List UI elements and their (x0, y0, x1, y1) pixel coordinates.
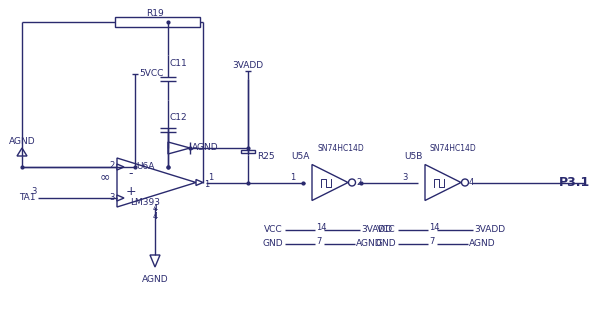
Text: 14: 14 (429, 223, 440, 231)
Polygon shape (150, 255, 160, 267)
Text: 3: 3 (32, 187, 37, 196)
Bar (115, 17, 200, 27)
Polygon shape (196, 180, 203, 186)
Polygon shape (117, 158, 196, 207)
Text: 3VADD: 3VADD (232, 61, 264, 69)
Text: AGND: AGND (192, 143, 219, 153)
Text: +: + (126, 185, 137, 198)
Text: 4: 4 (152, 204, 158, 213)
Text: C11: C11 (170, 58, 187, 68)
Text: VCC: VCC (264, 225, 283, 235)
Text: 14: 14 (316, 223, 326, 231)
Text: 1: 1 (208, 173, 213, 182)
Text: TA1: TA1 (20, 193, 36, 203)
Bar (241, 150, 255, 153)
Text: 3VADD: 3VADD (474, 225, 505, 235)
Text: C12: C12 (170, 113, 187, 122)
Text: ∞: ∞ (100, 171, 110, 183)
Text: GND: GND (376, 240, 396, 248)
Polygon shape (17, 148, 27, 156)
Text: SN74HC14D: SN74HC14D (430, 144, 477, 153)
Text: 7: 7 (429, 236, 434, 246)
Circle shape (461, 179, 468, 186)
Polygon shape (312, 165, 348, 201)
Text: AGND: AGND (469, 240, 495, 248)
Text: 3: 3 (110, 192, 115, 202)
Text: 4: 4 (469, 178, 474, 187)
Text: VCC: VCC (377, 225, 396, 235)
Polygon shape (117, 164, 124, 170)
Text: 7: 7 (316, 236, 322, 246)
Text: U5B: U5B (405, 152, 423, 161)
Text: SN74HC14D: SN74HC14D (317, 144, 364, 153)
Text: AGND: AGND (356, 240, 383, 248)
Polygon shape (168, 142, 190, 154)
Circle shape (349, 179, 355, 186)
Text: -: - (129, 167, 133, 180)
Text: LM393: LM393 (130, 198, 160, 207)
Text: 3: 3 (403, 173, 408, 182)
Text: 3VADD: 3VADD (361, 225, 392, 235)
Text: 1: 1 (290, 173, 295, 182)
Text: P3.1: P3.1 (559, 176, 590, 189)
Text: R25: R25 (257, 152, 274, 161)
Text: AGND: AGND (142, 275, 168, 284)
Text: U6A: U6A (136, 162, 154, 171)
Text: AGND: AGND (9, 138, 35, 147)
Text: U5A: U5A (292, 152, 310, 161)
Polygon shape (425, 165, 461, 201)
Text: 5VCC: 5VCC (139, 69, 164, 78)
Text: 2: 2 (110, 161, 115, 171)
Text: 2: 2 (356, 178, 361, 187)
Text: R19: R19 (146, 9, 164, 19)
Text: 1: 1 (204, 180, 209, 189)
Polygon shape (117, 195, 124, 201)
Text: 4: 4 (152, 212, 158, 221)
Text: GND: GND (262, 240, 283, 248)
